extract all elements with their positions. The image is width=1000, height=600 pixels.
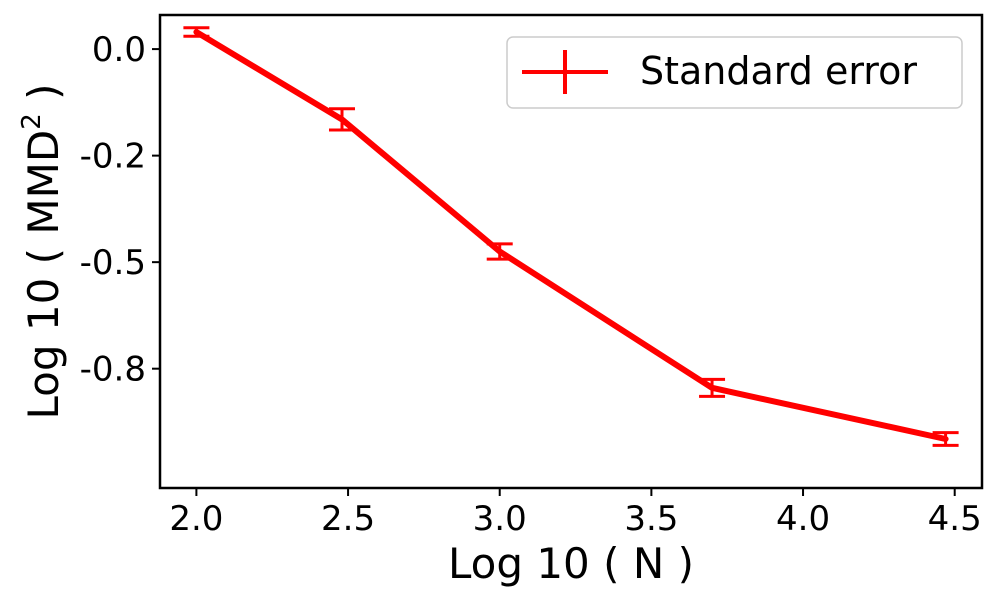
- x-axis-label: Log 10 ( N ): [448, 539, 694, 588]
- y-axis-label-main: Log 10 ( MMD: [19, 130, 68, 420]
- legend: Standard error: [506, 36, 963, 109]
- chart-marks: [183, 26, 959, 447]
- x-tick-label: 4.5: [928, 499, 982, 539]
- y-axis-label-superscript: 2: [17, 113, 47, 130]
- y-tick-label: -0.8: [80, 350, 146, 390]
- y-axis: 0.0 -0.2 -0.5 -0.8: [80, 30, 160, 390]
- y-axis-label: Log 10 ( MMD2 ): [17, 83, 68, 419]
- legend-label: Standard error: [640, 49, 917, 93]
- y-tick-label: -0.2: [80, 137, 146, 177]
- y-axis-label-end: ): [19, 83, 68, 113]
- legend-box: [506, 36, 963, 109]
- y-tick-label: 0.0: [92, 30, 146, 70]
- x-tick-label: 2.0: [169, 499, 223, 539]
- y-tick-label: -0.5: [80, 243, 146, 283]
- x-axis: 2.0 2.5 3.0 3.5 4.0 4.5: [169, 488, 982, 539]
- x-tick-label: 2.5: [321, 499, 375, 539]
- plot-frame: [158, 13, 984, 490]
- x-tick-label: 3.5: [624, 499, 678, 539]
- x-tick-label: 3.0: [473, 499, 527, 539]
- x-tick-label: 4.0: [776, 499, 830, 539]
